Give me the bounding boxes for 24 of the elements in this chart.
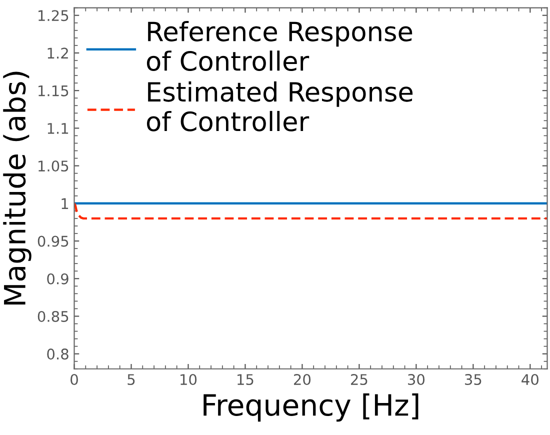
x-tick-label: 30 <box>408 374 424 386</box>
x-tick-label: 35 <box>465 374 482 386</box>
x-axis-title: Frequency [Hz] <box>204 393 418 422</box>
y-axis-title: Magnitude (abs) <box>3 72 32 305</box>
legend-label: Reference Response of Controller <box>146 21 412 71</box>
x-tick-label: 25 <box>350 374 368 386</box>
y-tick-label: 0.8 <box>47 348 68 360</box>
x-tick-label: 5 <box>128 374 135 386</box>
y-tick-label: 1.05 <box>38 160 68 172</box>
y-tick-label: 1.15 <box>38 85 68 96</box>
y-tick-label: 1.1 <box>48 123 68 134</box>
y-tick-label: 1 <box>62 198 68 209</box>
y-tick-label: 0.95 <box>38 236 68 247</box>
x-tick-label: 10 <box>180 374 197 386</box>
y-tick-label: 0.9 <box>47 273 68 284</box>
x-tick-label: 20 <box>294 374 311 386</box>
x-tick-label: 0 <box>70 374 78 386</box>
x-tick-label: 40 <box>522 374 538 386</box>
y-tick-label: 1.2 <box>48 48 68 58</box>
legend-label: Estimated Response of Controller <box>146 81 413 132</box>
y-tick-label: 1.25 <box>38 10 68 22</box>
x-tick-label: 15 <box>238 374 254 386</box>
line-series <box>74 202 548 220</box>
y-tick-label: 0.85 <box>38 310 68 322</box>
